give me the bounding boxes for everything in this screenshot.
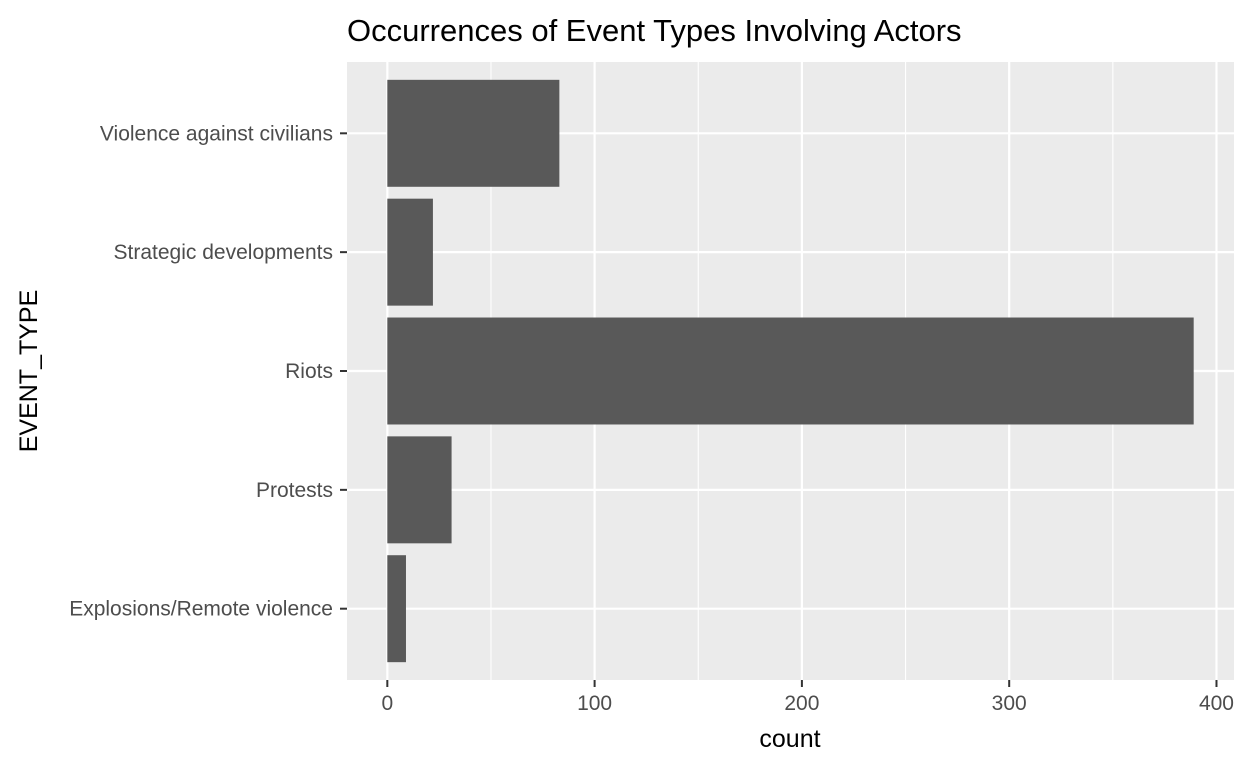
x-tick-label: 100 bbox=[577, 692, 612, 715]
chart-title: Occurrences of Event Types Involving Act… bbox=[347, 13, 962, 48]
x-tick-label: 200 bbox=[784, 692, 819, 715]
bar bbox=[387, 198, 433, 306]
bar bbox=[387, 555, 406, 663]
y-tick-label: Explosions/Remote violence bbox=[69, 598, 333, 621]
bar bbox=[387, 79, 560, 187]
x-axis-title: count bbox=[759, 725, 820, 753]
bars bbox=[387, 79, 1194, 663]
y-tick-label: Violence against civilians bbox=[100, 122, 333, 145]
y-axis: Explosions/Remote violence Protests Riots S… bbox=[69, 122, 347, 621]
grid-lines bbox=[347, 62, 1234, 680]
y-tick-label: Riots bbox=[285, 360, 333, 383]
y-tick-label: Protests bbox=[256, 479, 333, 502]
y-tick-label: Strategic developments bbox=[114, 241, 333, 264]
x-tick-label: 0 bbox=[381, 692, 393, 715]
bar bbox=[387, 317, 1194, 425]
bar bbox=[387, 436, 452, 544]
y-axis-title: EVENT_TYPE bbox=[15, 290, 43, 453]
x-tick-label: 400 bbox=[1199, 692, 1234, 715]
x-axis: 0 100 200 300 400 bbox=[381, 680, 1234, 715]
x-tick-label: 300 bbox=[992, 692, 1027, 715]
